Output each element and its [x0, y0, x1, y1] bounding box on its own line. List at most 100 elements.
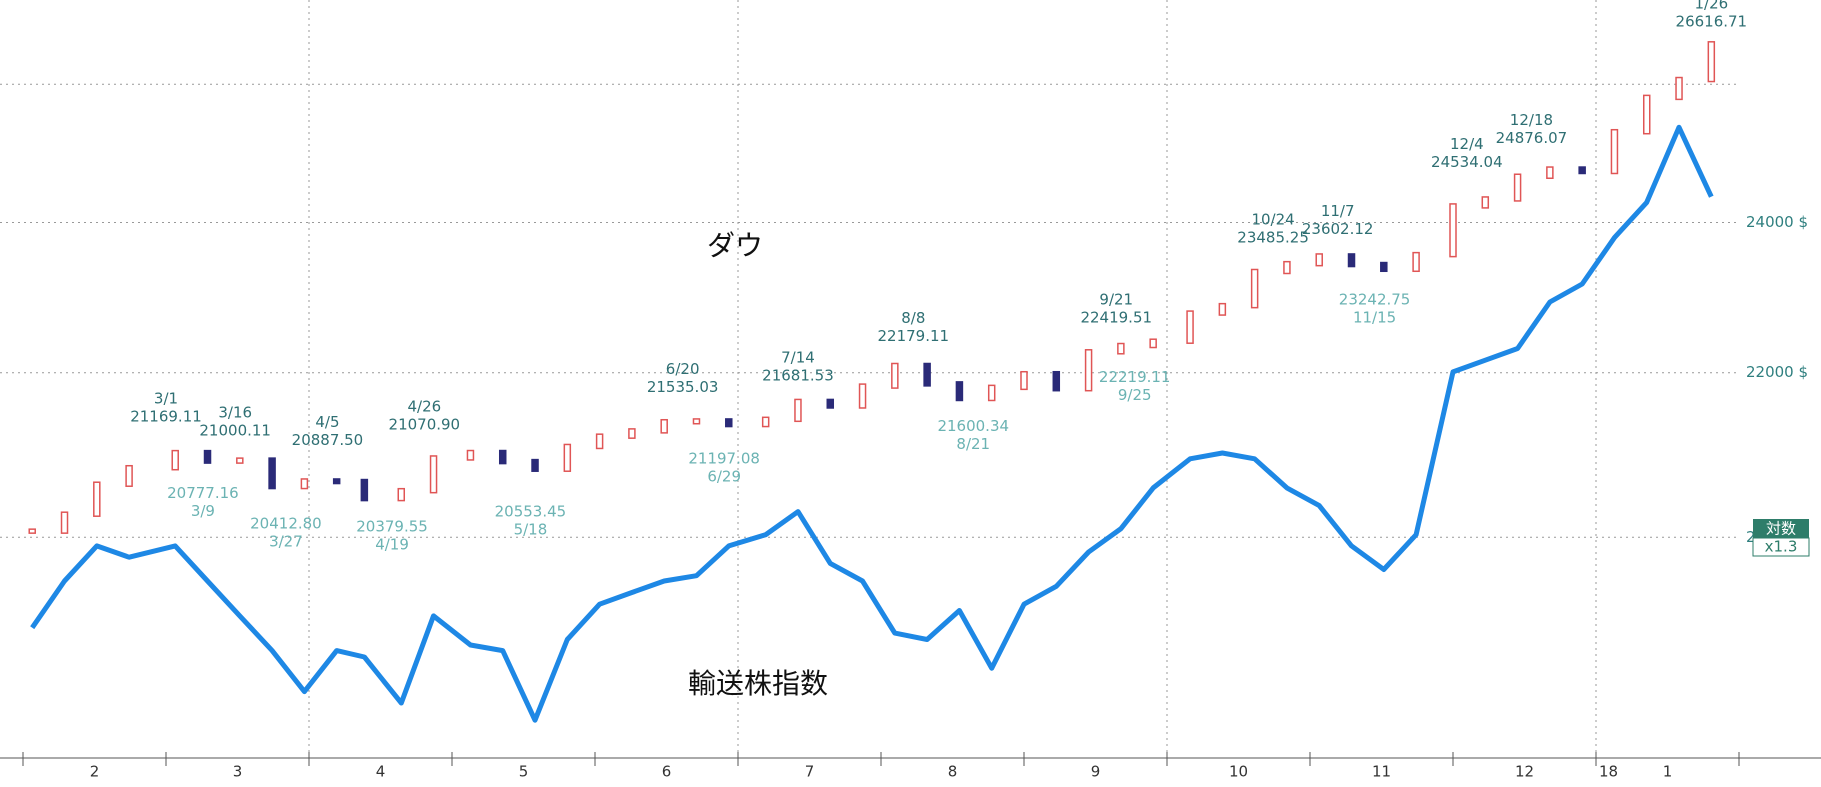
annotation: 22219.11 [1099, 368, 1171, 386]
badge-label: 対数 [1766, 520, 1796, 538]
candle [1315, 253, 1323, 267]
candle [1084, 349, 1093, 392]
x-tick-label: 1 [1663, 763, 1673, 781]
annotation: 12/18 [1510, 111, 1553, 129]
candle [660, 418, 668, 434]
annotation: 11/15 [1353, 308, 1396, 326]
annotation: 9/25 [1118, 386, 1152, 404]
annotation: 20412.80 [250, 514, 322, 532]
x-tick-label: 3 [233, 763, 243, 781]
x-tick-label: 9 [1091, 763, 1101, 781]
x-tick-label: 7 [805, 763, 815, 781]
annotation: 3/27 [269, 532, 303, 550]
x-tick-label: 10 [1229, 763, 1248, 781]
candle [1347, 253, 1356, 268]
annotation: 22419.51 [1080, 309, 1152, 327]
annotation: 6/20 [666, 360, 700, 378]
candle [236, 457, 244, 464]
candle [1250, 268, 1259, 309]
annotation: 4/5 [315, 413, 339, 431]
candle [171, 449, 179, 471]
x-tick-label: 8 [948, 763, 958, 781]
candle [397, 487, 406, 502]
annotation: 11/7 [1321, 202, 1355, 220]
annotation: 20777.16 [167, 484, 239, 502]
candle [987, 384, 996, 402]
year-label: 18 [1599, 763, 1618, 781]
candle [628, 428, 636, 439]
annotation: 6/29 [707, 467, 741, 485]
transport-line [30, 124, 1714, 723]
candle [725, 418, 733, 428]
x-tick-label: 2 [90, 763, 100, 781]
annotation: 23242.75 [1339, 290, 1411, 308]
x-tick-label: 5 [519, 763, 529, 781]
annotation: 4/26 [407, 398, 441, 416]
candle [531, 458, 539, 472]
candle [1546, 166, 1554, 179]
x-tick-label: 12 [1515, 763, 1534, 781]
candle [429, 455, 438, 494]
candle [498, 449, 507, 465]
annotation: 20887.50 [292, 431, 364, 449]
annotation: 3/1 [154, 390, 178, 408]
candle [563, 443, 572, 472]
candle [858, 383, 867, 409]
badge-label: x1.3 [1765, 538, 1798, 556]
candle [826, 398, 835, 409]
annotation: 7/14 [781, 348, 815, 366]
candle [1218, 302, 1227, 316]
candle [1481, 196, 1490, 209]
badge-top [1753, 519, 1809, 538]
candle [360, 478, 369, 502]
annotation: 21600.34 [937, 417, 1009, 435]
candle [300, 478, 309, 490]
annotation: 10/24 [1251, 210, 1294, 228]
annotation: 20379.55 [356, 517, 428, 535]
annotation: 12/4 [1450, 135, 1484, 153]
annotation: 3/16 [218, 404, 252, 422]
candle [268, 457, 276, 490]
candle [595, 433, 604, 450]
annotation: 24876.07 [1496, 129, 1568, 147]
candle [1449, 203, 1457, 258]
annotation: 3/9 [191, 502, 215, 520]
candle [1707, 41, 1716, 83]
annotation: 8/21 [956, 435, 990, 453]
annotation: 21681.53 [762, 366, 834, 384]
annotation: 26616.71 [1676, 12, 1748, 30]
annotation: 21000.11 [199, 422, 271, 440]
annotation: 4/19 [375, 535, 409, 553]
candle [203, 449, 212, 464]
series-label: 輸送株指数 [688, 667, 828, 700]
x-tick-label: 6 [662, 763, 672, 781]
y-tick-label: 22000 $ [1746, 363, 1808, 381]
candle [794, 398, 802, 423]
candle [1380, 261, 1388, 273]
candle [332, 478, 341, 485]
annotation: 20553.45 [495, 503, 567, 521]
candle [1186, 310, 1194, 344]
y-tick-label: 24000 $ [1746, 213, 1808, 231]
annotation: 21169.11 [130, 408, 202, 426]
candle [1117, 342, 1125, 355]
candle [1149, 338, 1157, 349]
candle [93, 481, 101, 517]
x-tick-label: 11 [1372, 763, 1391, 781]
x-tick-label: 4 [376, 763, 386, 781]
candle [923, 362, 931, 387]
candle [891, 362, 899, 389]
candle [125, 464, 133, 487]
candle [1610, 128, 1619, 175]
annotation: 23602.12 [1302, 220, 1374, 238]
candle [60, 511, 69, 534]
candle [1283, 260, 1291, 275]
annotation: 5/18 [514, 521, 548, 539]
candle [1513, 173, 1522, 202]
annotation: 22179.11 [878, 327, 950, 345]
candle [1578, 166, 1586, 175]
annotation: 1/26 [1694, 0, 1728, 12]
annotation: 21070.90 [389, 416, 461, 434]
candle [28, 528, 36, 534]
